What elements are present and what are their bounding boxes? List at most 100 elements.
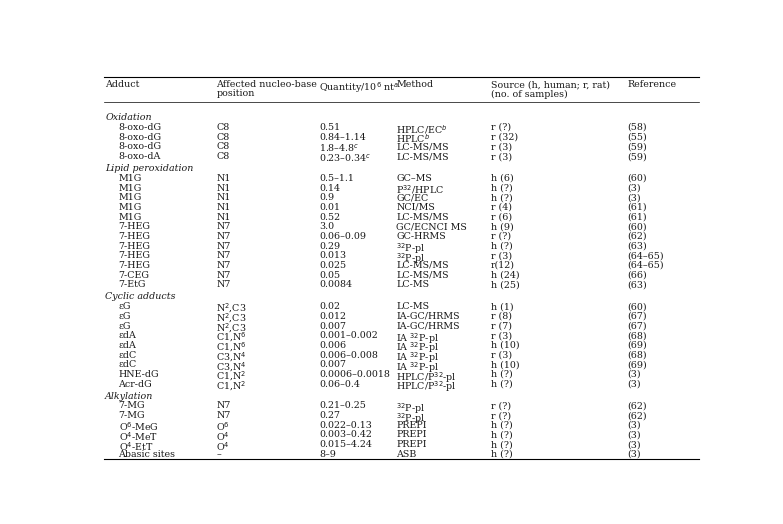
- Text: C1,N$^6$: C1,N$^6$: [216, 331, 247, 344]
- Text: N7: N7: [216, 401, 230, 410]
- Text: 0.29: 0.29: [319, 242, 341, 250]
- Text: (64–65): (64–65): [627, 252, 664, 260]
- Text: 0.012: 0.012: [319, 312, 346, 321]
- Text: (3): (3): [627, 421, 640, 430]
- Text: (60): (60): [627, 174, 647, 183]
- Text: εdC: εdC: [118, 360, 137, 369]
- Text: (3): (3): [627, 193, 640, 202]
- Text: r (3): r (3): [491, 252, 512, 260]
- Text: GC/ECNCI MS: GC/ECNCI MS: [396, 222, 467, 231]
- Text: r (6): r (6): [491, 213, 512, 222]
- Text: h (1): h (1): [491, 302, 514, 311]
- Text: 1.8–4.8$^c$: 1.8–4.8$^c$: [319, 143, 359, 155]
- Text: 0.0006–0.0018: 0.0006–0.0018: [319, 370, 390, 379]
- Text: 7-HEG: 7-HEG: [118, 232, 150, 241]
- Text: r (?): r (?): [491, 123, 511, 132]
- Text: 7-MG: 7-MG: [118, 401, 145, 410]
- Text: N1: N1: [216, 213, 230, 222]
- Text: 7-MG: 7-MG: [118, 411, 145, 420]
- Text: Reference: Reference: [627, 80, 677, 89]
- Text: 0.52: 0.52: [319, 213, 341, 222]
- Text: 0.06–0.09: 0.06–0.09: [319, 232, 366, 241]
- Text: (66): (66): [627, 271, 647, 280]
- Text: M1G: M1G: [118, 193, 142, 202]
- Text: h (?): h (?): [491, 379, 513, 389]
- Text: N7: N7: [216, 261, 230, 270]
- Text: PREPI: PREPI: [396, 421, 427, 430]
- Text: (62): (62): [627, 411, 647, 420]
- Text: 0.51: 0.51: [319, 123, 341, 132]
- Text: 0.84–1.14: 0.84–1.14: [319, 133, 366, 141]
- Text: εG: εG: [118, 322, 131, 331]
- Text: r (?): r (?): [491, 232, 511, 241]
- Text: Alkylation: Alkylation: [105, 392, 153, 401]
- Text: h (?): h (?): [491, 440, 513, 449]
- Text: r (?): r (?): [491, 411, 511, 420]
- Text: HPLC/P$^{32}$-pl: HPLC/P$^{32}$-pl: [396, 379, 457, 394]
- Text: N1: N1: [216, 183, 230, 192]
- Text: PREPI: PREPI: [396, 440, 427, 449]
- Text: h (24): h (24): [491, 271, 520, 280]
- Text: (55): (55): [627, 133, 647, 141]
- Text: 7-EtG: 7-EtG: [118, 280, 146, 289]
- Text: 0.5–1.1: 0.5–1.1: [319, 174, 354, 183]
- Text: (60): (60): [627, 302, 647, 311]
- Text: IA $^{32}$P-pl: IA $^{32}$P-pl: [396, 360, 439, 375]
- Text: LC-MS: LC-MS: [396, 280, 430, 289]
- Text: LC-MS/MS: LC-MS/MS: [396, 213, 449, 222]
- Text: (3): (3): [627, 379, 640, 389]
- Text: 0.0084: 0.0084: [319, 280, 352, 289]
- Text: (3): (3): [627, 440, 640, 449]
- Text: LC-MS/MS: LC-MS/MS: [396, 261, 449, 270]
- Text: C3,N$^4$: C3,N$^4$: [216, 351, 247, 364]
- Text: Oxidation: Oxidation: [105, 113, 152, 122]
- Text: 7-CEG: 7-CEG: [118, 271, 150, 280]
- Text: 8–9: 8–9: [319, 450, 336, 459]
- Text: h (10): h (10): [491, 360, 520, 369]
- Text: ASB: ASB: [396, 450, 417, 459]
- Text: h (?): h (?): [491, 242, 513, 250]
- Text: (62): (62): [627, 232, 647, 241]
- Text: εG: εG: [118, 312, 131, 321]
- Text: 0.27: 0.27: [319, 411, 341, 420]
- Text: LC-MS: LC-MS: [396, 302, 430, 311]
- Text: HPLC/P$^{32}$-pl: HPLC/P$^{32}$-pl: [396, 370, 457, 385]
- Text: IA $^{32}$P-pl: IA $^{32}$P-pl: [396, 351, 439, 365]
- Text: 8-oxo-dA: 8-oxo-dA: [118, 152, 161, 161]
- Text: 0.015–4.24: 0.015–4.24: [319, 440, 372, 449]
- Text: N$^2$,C3: N$^2$,C3: [216, 322, 247, 335]
- Text: r (4): r (4): [491, 203, 512, 212]
- Text: M1G: M1G: [118, 183, 142, 192]
- Text: h (25): h (25): [491, 280, 520, 289]
- Text: Source (h, human; r, rat): Source (h, human; r, rat): [491, 80, 610, 89]
- Text: N7: N7: [216, 252, 230, 260]
- Text: (3): (3): [627, 183, 640, 192]
- Text: C8: C8: [216, 123, 229, 132]
- Text: C8: C8: [216, 133, 229, 141]
- Text: IA-GC/HRMS: IA-GC/HRMS: [396, 312, 460, 321]
- Text: εG: εG: [118, 302, 131, 311]
- Text: h (?): h (?): [491, 183, 513, 192]
- Text: (64–65): (64–65): [627, 261, 664, 270]
- Text: h (?): h (?): [491, 430, 513, 440]
- Text: 0.21–0.25: 0.21–0.25: [319, 401, 366, 410]
- Text: (59): (59): [627, 143, 647, 151]
- Text: (58): (58): [627, 123, 647, 132]
- Text: εdA: εdA: [118, 331, 136, 340]
- Text: 7-HEG: 7-HEG: [118, 222, 150, 231]
- Text: r (3): r (3): [491, 351, 512, 359]
- Text: 7-HEG: 7-HEG: [118, 252, 150, 260]
- Text: 0.007: 0.007: [319, 360, 346, 369]
- Text: 0.007: 0.007: [319, 322, 346, 331]
- Text: N7: N7: [216, 271, 230, 280]
- Text: N$^2$,C3: N$^2$,C3: [216, 312, 247, 325]
- Text: (61): (61): [627, 203, 647, 212]
- Text: C1,N$^2$: C1,N$^2$: [216, 370, 247, 383]
- Text: r (32): r (32): [491, 133, 518, 141]
- Text: M1G: M1G: [118, 174, 142, 183]
- Text: HNE-dG: HNE-dG: [118, 370, 159, 379]
- Text: (69): (69): [627, 360, 647, 369]
- Text: 8-oxo-dG: 8-oxo-dG: [118, 143, 161, 151]
- Text: N7: N7: [216, 222, 230, 231]
- Text: (67): (67): [627, 322, 647, 331]
